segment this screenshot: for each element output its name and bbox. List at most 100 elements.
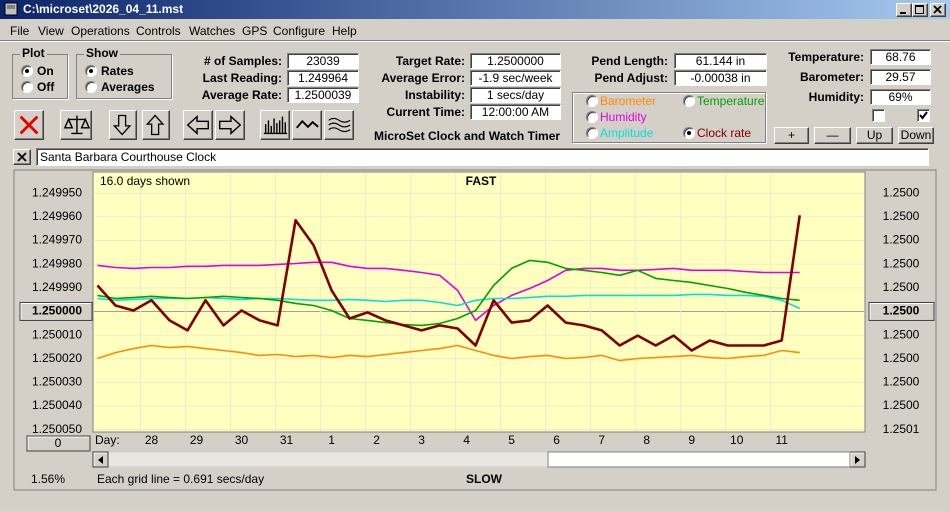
icon-part <box>263 116 288 135</box>
field-label: Temperature: <box>788 50 864 64</box>
field-value: 61.144 in <box>674 53 767 69</box>
menu-separator <box>0 40 950 42</box>
y-tick-label: 1.250020 <box>32 351 82 365</box>
field-value: 23039 <box>287 53 359 69</box>
scrollbar-thumb[interactable] <box>547 451 851 468</box>
toolbar-button[interactable] <box>60 110 92 140</box>
y2-tick-label: 1.2500 <box>883 233 920 247</box>
group-box <box>76 54 172 99</box>
adjust-button[interactable]: — <box>814 127 851 144</box>
axis-button-highlight <box>850 452 864 466</box>
window-title: C:\microset\2026_04_11.mst <box>23 2 184 16</box>
series-line <box>97 261 800 322</box>
adjust-button[interactable]: Down <box>898 127 934 144</box>
legend-label: Temperature <box>697 94 765 108</box>
checkbox[interactable] <box>872 109 885 122</box>
menu-item[interactable]: Operations <box>71 24 130 38</box>
axis-button[interactable] <box>868 301 935 321</box>
x-tick-label: 30 <box>235 433 249 447</box>
radio-label: Off <box>37 80 55 94</box>
x-tick-label: 3 <box>418 433 425 447</box>
icon-part <box>263 116 288 135</box>
axis-button[interactable] <box>26 435 91 452</box>
radio-button[interactable] <box>21 81 33 93</box>
close-button[interactable] <box>930 3 946 17</box>
adjust-button[interactable]: Up <box>856 127 893 144</box>
scroll-arrow <box>855 456 860 464</box>
y-tick-label: 1.249990 <box>32 280 82 294</box>
radio-button[interactable] <box>85 65 97 77</box>
bottom-label: SLOW <box>466 472 503 486</box>
menu-item[interactable]: Configure <box>273 24 326 38</box>
toolbar-button[interactable] <box>260 110 290 140</box>
radio-button[interactable] <box>586 111 598 123</box>
menu-item[interactable]: Help <box>332 24 357 38</box>
y-tick-label: 1.249960 <box>32 209 82 223</box>
menu-item[interactable]: Watches <box>189 24 236 38</box>
radio-button[interactable] <box>586 127 598 139</box>
x-tick-label: 6 <box>553 433 560 447</box>
x-tick-label: 5 <box>508 433 515 447</box>
y2-tick-label: 1.2501 <box>883 422 920 436</box>
icon-part <box>919 111 928 120</box>
icon-part <box>19 115 39 135</box>
radio-label: Rates <box>101 64 134 78</box>
menu-item[interactable]: GPS <box>242 24 268 38</box>
x-tick-label: 11 <box>775 433 788 447</box>
axis-button-highlight <box>27 436 89 450</box>
field-value: -1.9 sec/week <box>470 70 561 86</box>
toolbar-button[interactable] <box>109 110 137 140</box>
field-label: Barometer: <box>799 70 864 84</box>
toolbar-button[interactable] <box>215 110 245 140</box>
icon-part <box>186 115 209 135</box>
y2-tick-label: 1.2500 <box>883 327 920 341</box>
adjust-button[interactable]: + <box>774 127 809 144</box>
menu-item[interactable]: File <box>10 24 30 38</box>
field-label: Last Reading: <box>202 71 282 85</box>
toolbar-button[interactable] <box>142 110 170 140</box>
toolbar-button[interactable] <box>183 110 213 140</box>
maximize-button[interactable] <box>912 3 928 17</box>
icon-part <box>63 115 91 135</box>
toolbar-button[interactable] <box>292 110 322 140</box>
clear-button[interactable] <box>13 149 31 165</box>
series-line <box>97 259 800 327</box>
series-line <box>96 215 801 352</box>
radio-dot <box>25 69 29 73</box>
series-line <box>97 293 801 310</box>
icon-part <box>219 115 242 135</box>
y2-tick-label: 1.2500 <box>883 375 920 389</box>
field-value: 12:00:00 AM <box>470 104 561 120</box>
minimize-button[interactable] <box>896 3 912 17</box>
radio-button[interactable] <box>683 95 695 107</box>
y-tick-label: 1.250010 <box>32 327 82 341</box>
field-value: 68.76 <box>870 49 931 65</box>
top-label: FAST <box>466 174 497 188</box>
radio-label: Averages <box>101 80 155 94</box>
radio-button[interactable] <box>85 81 97 93</box>
radio-button[interactable] <box>683 127 695 139</box>
y2-tick-label: 1.2500 <box>883 304 920 318</box>
field-label: Instability: <box>404 88 465 102</box>
axis-button-highlight <box>20 302 91 320</box>
icon-part <box>145 114 165 136</box>
x-tick-label: 9 <box>688 433 695 447</box>
checkbox[interactable] <box>917 109 930 122</box>
icon-part <box>933 5 942 14</box>
toolbar-button[interactable] <box>14 110 44 140</box>
scroll-arrow <box>98 456 103 464</box>
axis-button-highlight <box>93 452 107 466</box>
group-label: Plot <box>20 46 47 60</box>
title-bar <box>0 0 950 19</box>
menu-item[interactable]: View <box>38 24 64 38</box>
field-label: Average Rate: <box>201 88 282 102</box>
axis-button[interactable] <box>19 301 93 321</box>
y2-tick-label: 1.2500 <box>883 185 920 199</box>
radio-button[interactable] <box>586 95 598 107</box>
days-shown: 16.0 days shown <box>100 174 190 188</box>
radio-button[interactable] <box>21 65 33 77</box>
x-tick-label: 7 <box>598 433 605 447</box>
x-axis-label: Day: <box>95 433 120 447</box>
menu-item[interactable]: Controls <box>136 24 181 38</box>
toolbar-button[interactable] <box>324 110 354 140</box>
